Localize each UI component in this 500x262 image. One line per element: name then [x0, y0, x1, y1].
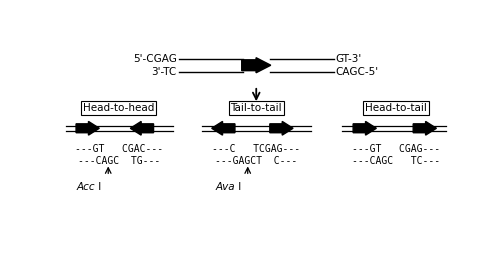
Text: Head-to-tail: Head-to-tail [365, 103, 426, 113]
Text: ---C   TCGAG---: ---C TCGAG--- [212, 144, 300, 155]
FancyArrow shape [130, 121, 154, 135]
Text: I: I [96, 182, 102, 192]
Text: I: I [235, 182, 241, 192]
FancyArrow shape [353, 121, 376, 135]
FancyArrow shape [270, 121, 293, 135]
Text: 5'-CGAG: 5'-CGAG [133, 54, 177, 64]
Text: ---GT   CGAG---: ---GT CGAG--- [352, 144, 440, 155]
Text: ---GAGCT  C---: ---GAGCT C--- [215, 156, 298, 166]
Text: Head-to-head: Head-to-head [83, 103, 154, 113]
Text: CAGC-5': CAGC-5' [336, 67, 379, 77]
FancyArrow shape [212, 121, 235, 135]
Text: ---GT   CGAC---: ---GT CGAC--- [74, 144, 163, 155]
Text: GT-3': GT-3' [336, 54, 362, 64]
Text: Acc: Acc [77, 182, 96, 192]
FancyArrow shape [413, 121, 436, 135]
Text: Tail-to-tail: Tail-to-tail [230, 103, 282, 113]
Text: ---CAGC  TG---: ---CAGC TG--- [78, 156, 160, 166]
Text: ---CAGC   TC---: ---CAGC TC--- [352, 156, 440, 166]
FancyArrow shape [76, 121, 100, 135]
Text: 3'-TC: 3'-TC [152, 67, 177, 77]
Text: Ava: Ava [216, 182, 235, 192]
FancyArrow shape [242, 58, 271, 73]
